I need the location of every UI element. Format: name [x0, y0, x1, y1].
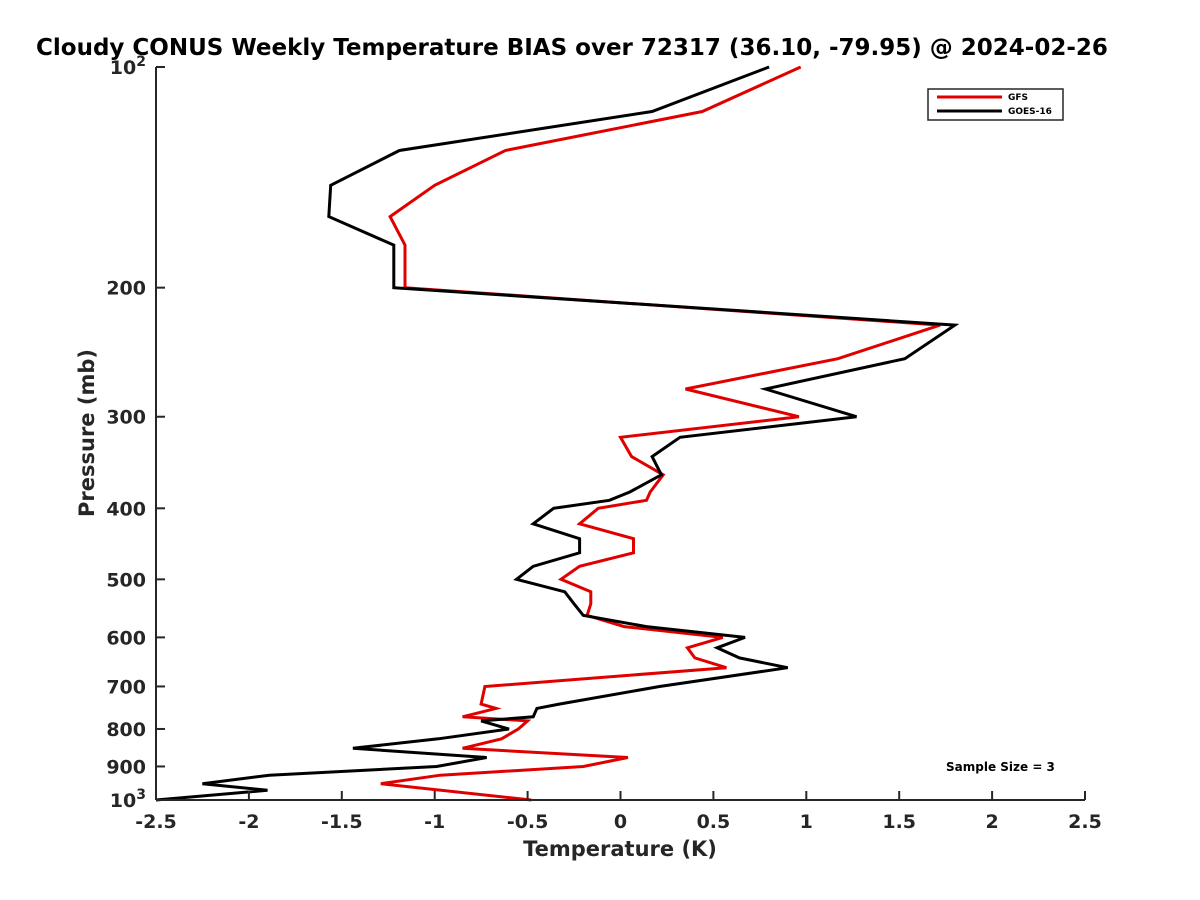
chart-title: Cloudy CONUS Weekly Temperature BIAS ove…	[36, 35, 1108, 61]
axes-layer	[155, 67, 1085, 801]
y-tick-label: 600	[106, 627, 146, 649]
y-tick-label: 800	[106, 719, 146, 741]
x-tick-label: 2.5	[1068, 811, 1102, 833]
legend-box	[927, 88, 1064, 121]
x-tick-label: 0.5	[697, 811, 731, 833]
y-tick-label: 300	[106, 407, 146, 429]
x-tick-label: -1.5	[321, 811, 363, 833]
y-tick-label: 102	[110, 54, 146, 79]
series-line-goes-16	[155, 65, 960, 802]
x-tick-label: -2	[238, 811, 259, 833]
y-tick-label: 700	[106, 676, 146, 698]
y-ticks: 102 200 300 400 500 600 700 800 900 103	[106, 54, 165, 812]
legend: GFS GOES-16	[927, 88, 1064, 121]
y-tick-label: 500	[106, 569, 146, 591]
x-tick-label: 0	[614, 811, 627, 833]
x-ticks: -2.5 -2 -1.5 -1 -0.5 0 0.5 1 1.5 2 2.5	[135, 791, 1102, 833]
y-axis-label: Pressure (mb)	[75, 349, 99, 517]
x-tick-label: -1	[424, 811, 445, 833]
x-axis-label: Temperature (K)	[523, 837, 717, 861]
legend-label: GFS	[1008, 93, 1028, 103]
x-tick-label: -2.5	[135, 811, 177, 833]
y-tick-label: 103	[110, 787, 146, 812]
x-tick-label: 1	[800, 811, 813, 833]
series-layer	[155, 65, 960, 802]
y-tick-label: 900	[106, 756, 146, 778]
x-tick-label: 2	[985, 811, 998, 833]
y-tick-label: 200	[106, 278, 146, 300]
x-tick-label: 1.5	[882, 811, 916, 833]
x-tick-label: -0.5	[507, 811, 549, 833]
legend-label: GOES-16	[1008, 107, 1052, 117]
sample-size-annotation: Sample Size = 3	[946, 760, 1055, 774]
y-tick-label: 400	[106, 498, 146, 520]
series-line-gfs	[380, 65, 941, 802]
